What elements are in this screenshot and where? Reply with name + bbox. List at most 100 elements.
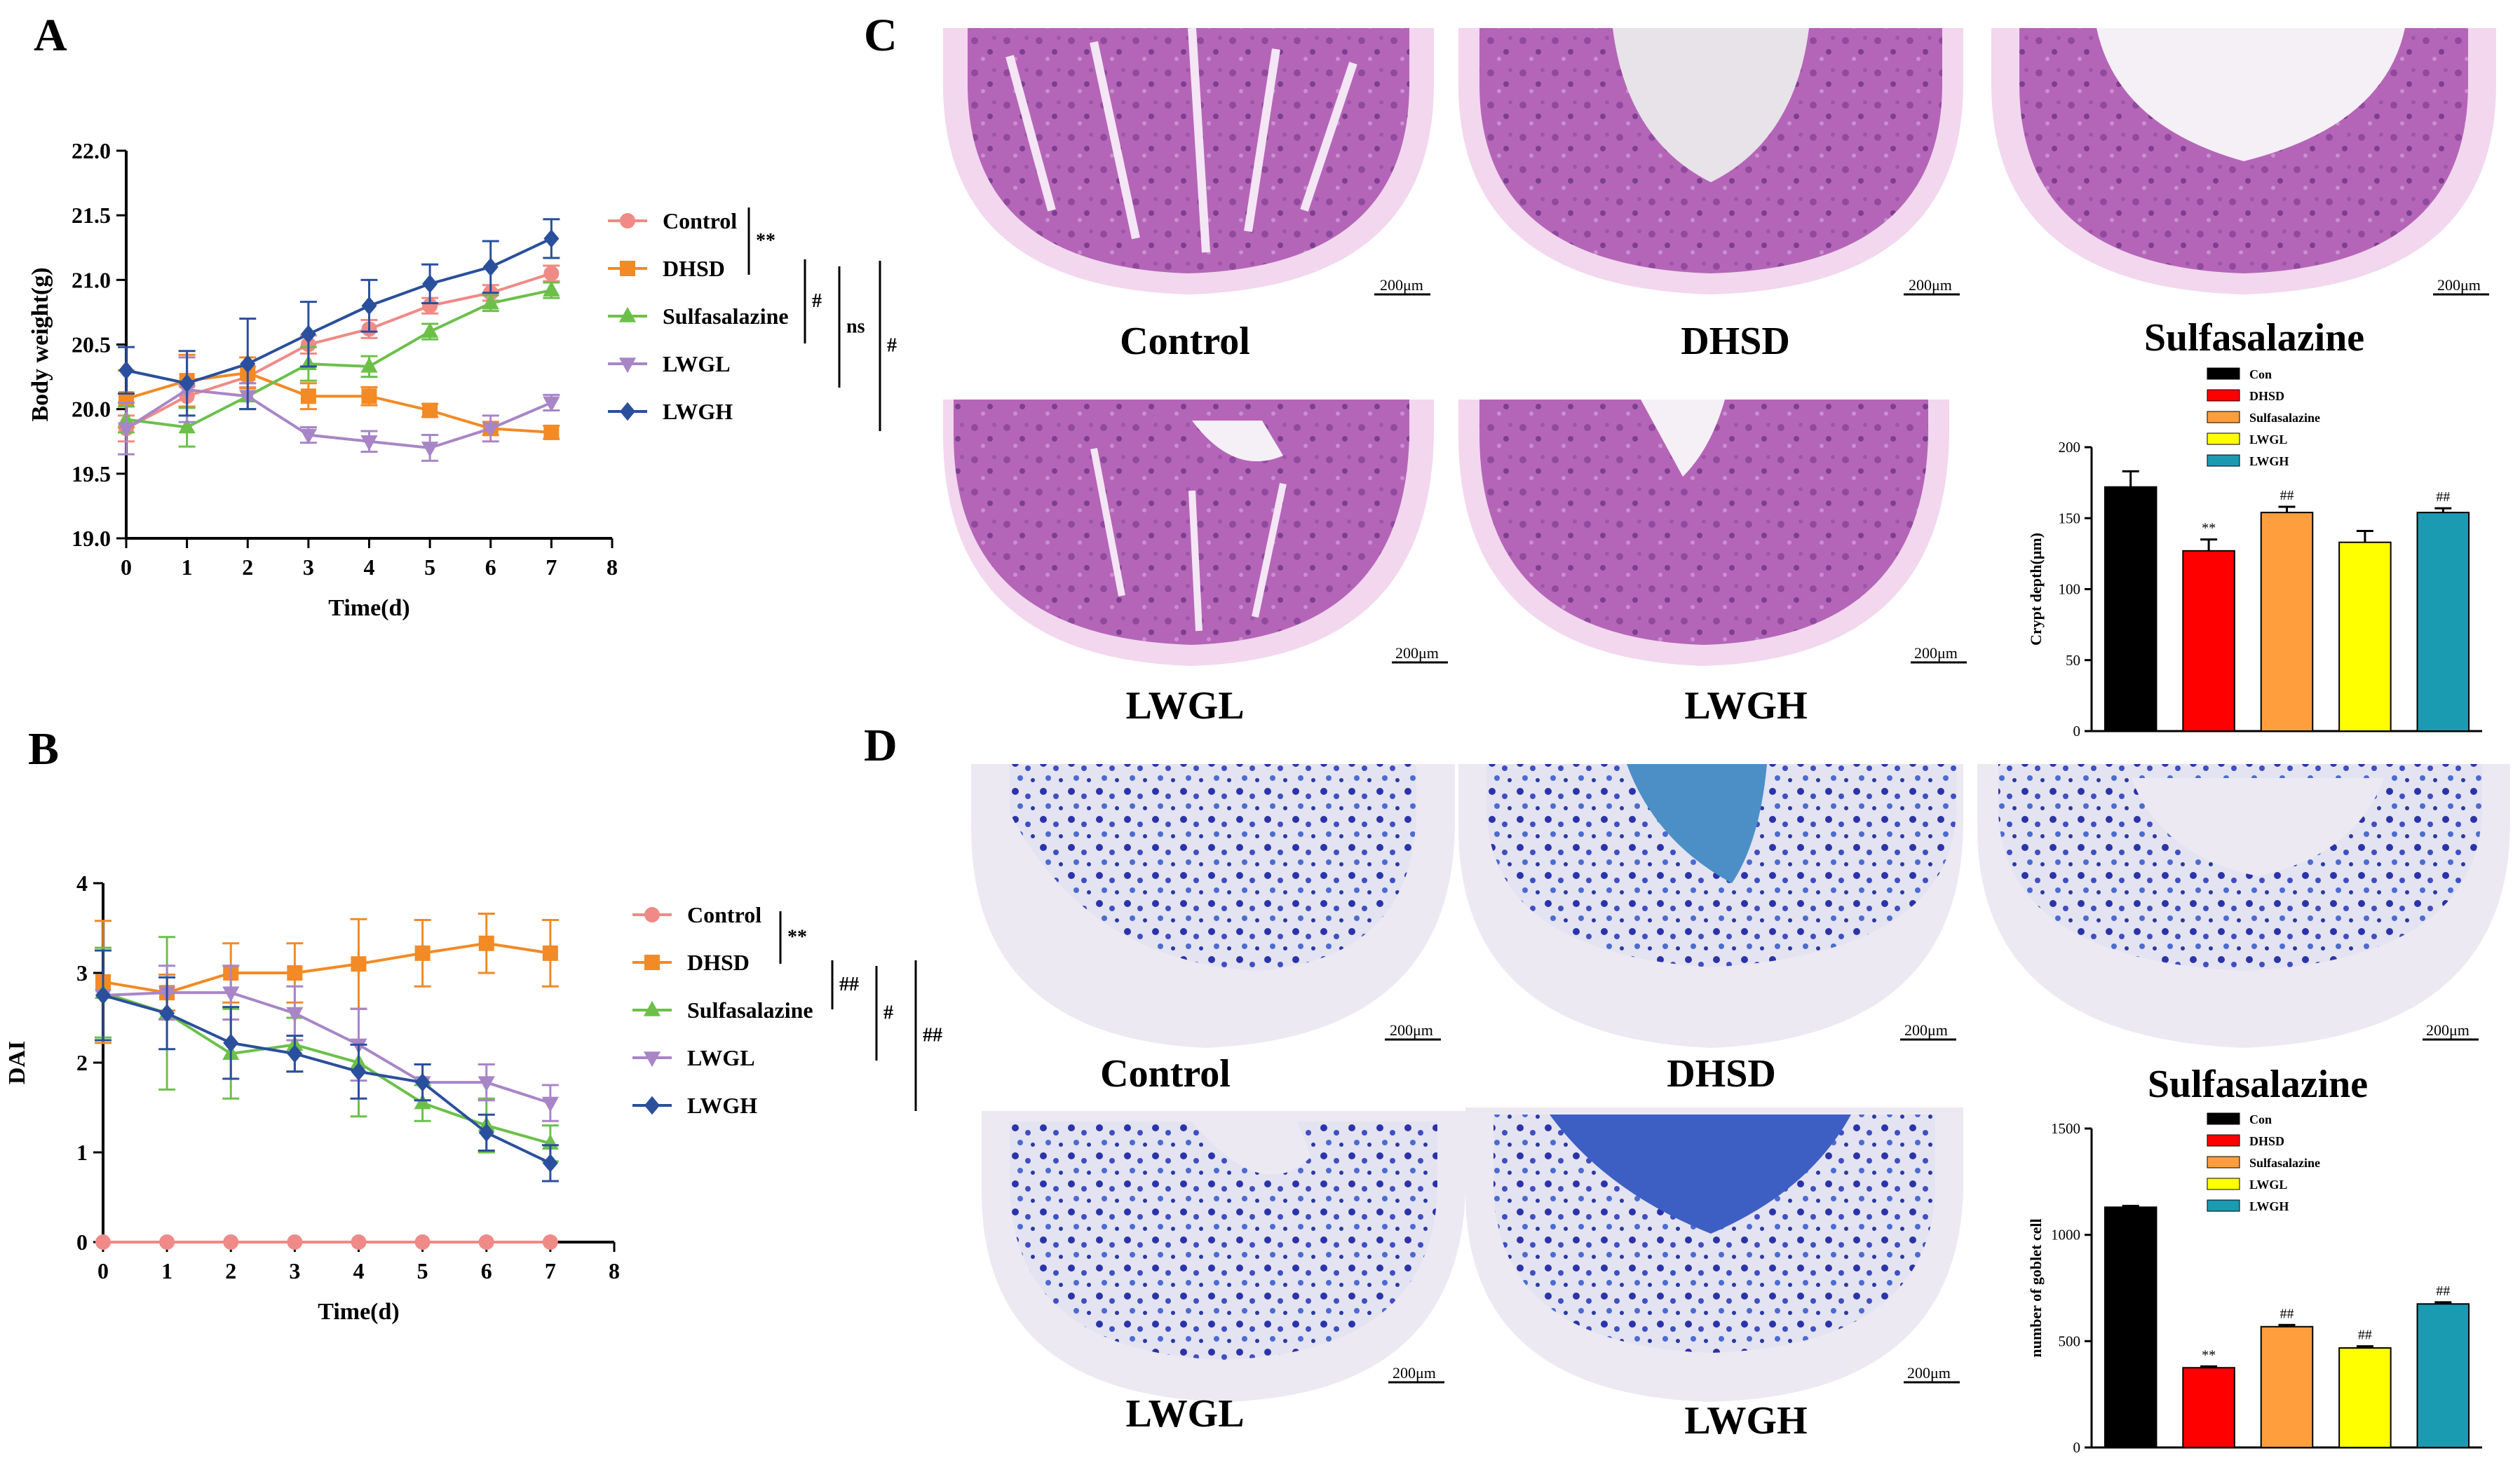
data-point-dhsd: [414, 945, 431, 961]
data-point-dhsd: [300, 388, 316, 404]
legend-swatch: [2207, 1178, 2240, 1190]
data-point-dhsd: [543, 424, 560, 440]
significance-label: ##: [2280, 1306, 2294, 1321]
data-point-lwgh: [300, 325, 316, 343]
x-tick-label: 2: [225, 1258, 236, 1283]
data-point-lwgh: [361, 297, 377, 315]
data-point-control: [95, 1234, 111, 1250]
significance-label: ##: [2436, 1283, 2450, 1299]
y-tick-label: 19.0: [72, 526, 111, 551]
significance-label: **: [2202, 1347, 2216, 1363]
data-point-dhsd: [542, 945, 558, 961]
significance-label: **: [2202, 521, 2216, 536]
image-label-sulfasalazine: Sulfasalazine: [2144, 316, 2364, 360]
data-point-lwgh: [478, 1123, 494, 1143]
legend-swatch: [2207, 1134, 2240, 1147]
significance-label: ##: [2280, 488, 2294, 503]
scale-bar-label: 200μm: [1914, 644, 1958, 662]
y-tick-label: 20.0: [72, 397, 111, 422]
legend-label: DHSD: [2249, 389, 2284, 403]
data-point-lwgl: [360, 435, 378, 451]
x-tick-label: 0: [97, 1258, 109, 1283]
data-point-dhsd: [422, 402, 438, 418]
legend-swatch: [2207, 389, 2240, 402]
ab-image-lwgh: [1465, 1108, 1963, 1402]
y-tick-label: 150: [2059, 510, 2081, 526]
legend-swatch: [2207, 432, 2240, 445]
significance-label: ##: [839, 974, 859, 995]
legend-label: Sulfasalazine: [2249, 1156, 2320, 1170]
x-axis-label: Time(d): [328, 595, 409, 621]
he-image-lwgl: [943, 400, 1434, 666]
y-tick-label: 20.5: [72, 332, 111, 357]
significance-label: ns: [846, 316, 865, 338]
data-point-lwgh: [287, 1044, 303, 1063]
x-tick-label: 1: [182, 554, 193, 580]
legend-label: LWGL: [2249, 1178, 2287, 1192]
series-line-lwgh: [102, 994, 551, 1165]
bar-con: [2104, 1206, 2157, 1448]
y-tick-label: 200: [2059, 439, 2081, 456]
y-tick-label: 1: [76, 1140, 88, 1165]
data-point-control: [159, 1234, 175, 1250]
y-tick-label: 500: [2059, 1333, 2081, 1349]
he-image-control: [943, 27, 1434, 294]
scale-bar-label: 200μm: [1907, 1364, 1951, 1382]
y-axis-label: Crypt depth(μm): [2027, 533, 2045, 646]
scale-bar: 200μm: [1904, 276, 1960, 296]
data-point-lwgl: [421, 442, 439, 458]
x-tick-label: 0: [121, 554, 132, 580]
legend-marker: [643, 1051, 661, 1068]
panel-letter-c: C: [864, 10, 897, 61]
y-tick-label: 4: [76, 871, 88, 896]
x-tick-label: 5: [424, 554, 435, 580]
panel-letter-b: B: [28, 723, 59, 775]
data-point-lwgh: [542, 1154, 558, 1173]
y-axis-label: DAI: [4, 1041, 30, 1084]
y-tick-label: 22.0: [72, 138, 111, 163]
legend-label: Sulfasalazine: [2249, 411, 2320, 425]
y-tick-label: 21.0: [72, 267, 111, 292]
data-point-lwgl: [117, 422, 135, 438]
data-point-sulfasalazine: [360, 357, 378, 373]
y-tick-label: 0: [2073, 723, 2081, 740]
scale-bar-label: 200μm: [1390, 1021, 1433, 1039]
ab-image-sulfasalazine: [1977, 764, 2510, 1048]
significance-label: **: [787, 927, 807, 948]
data-point-lwgh: [223, 1033, 239, 1053]
image-label-lwgl: LWGL: [1125, 684, 1244, 728]
data-point-control: [414, 1234, 431, 1250]
data-point-dhsd: [361, 388, 377, 404]
data-point-lwgh: [414, 1072, 431, 1092]
legend-label: Control: [663, 208, 737, 233]
ab-image-dhsd: [1458, 764, 1963, 1048]
image-label-dhsd: DHSD: [1681, 320, 1790, 363]
legend-label: Sulfasalazine: [663, 304, 789, 329]
legend-label: DHSD: [687, 950, 750, 975]
significance-label: #: [883, 1002, 893, 1024]
data-point-control: [351, 1234, 367, 1250]
x-tick-label: 3: [289, 1258, 300, 1283]
x-tick-label: 6: [485, 554, 496, 580]
data-point-lwgh: [95, 986, 111, 1005]
legend-label: LWGH: [2249, 1199, 2289, 1213]
series-line-sulfasalazine: [126, 289, 552, 429]
bar-lwgh: [2416, 1303, 2470, 1448]
legend-label: Sulfasalazine: [687, 997, 813, 1023]
legend-marker: [620, 402, 635, 421]
data-point-lwgh: [179, 374, 195, 393]
series-line-dhsd: [102, 941, 551, 995]
legend-swatch: [2207, 1199, 2240, 1212]
bar-sulfasalazine: [2260, 1326, 2314, 1448]
image-label-lwgl: LWGL: [1125, 1392, 1244, 1436]
x-tick-label: 4: [364, 554, 375, 580]
x-axis-label: Time(d): [318, 1299, 399, 1325]
data-point-control: [422, 298, 438, 314]
scale-bar: 200μm: [1904, 1364, 1960, 1384]
legend-label: LWGL: [2249, 432, 2287, 447]
x-tick-label: 5: [417, 1258, 428, 1283]
y-tick-label: 2: [76, 1050, 88, 1075]
significance-label: ##: [2358, 1328, 2372, 1343]
legend-label: Control: [687, 902, 761, 927]
y-axis-label: Body weight(g): [27, 267, 53, 421]
